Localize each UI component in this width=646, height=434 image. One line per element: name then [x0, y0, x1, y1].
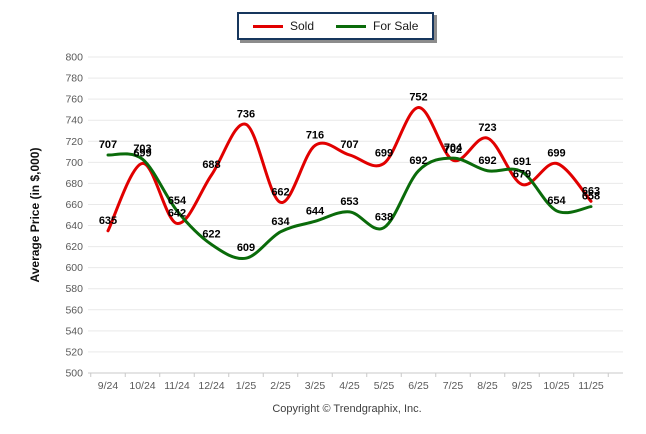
y-tick-label: 540: [65, 325, 83, 337]
y-tick-label: 500: [65, 368, 83, 380]
data-label-for-sale: 692: [409, 155, 427, 167]
data-label-sold: 642: [168, 207, 186, 219]
data-label-sold: 736: [237, 108, 255, 120]
y-tick-label: 620: [65, 241, 83, 253]
x-tick-label: 10/25: [543, 380, 569, 392]
x-tick-label: 7/25: [443, 380, 464, 392]
x-tick-label: 11/24: [164, 380, 190, 392]
legend-item-for-sale: For Sale: [336, 19, 418, 33]
x-tick-label: 6/25: [408, 380, 429, 392]
y-tick-label: 680: [65, 178, 83, 190]
data-label-for-sale: 703: [133, 143, 151, 155]
data-label-for-sale: 634: [271, 216, 290, 228]
data-label-sold: 662: [271, 186, 289, 198]
data-label-sold: 635: [99, 215, 117, 227]
data-label-for-sale: 691: [513, 156, 531, 168]
y-tick-label: 780: [65, 73, 83, 85]
data-label-sold: 663: [582, 185, 600, 197]
data-label-sold: 707: [340, 139, 358, 151]
data-label-for-sale: 654: [547, 195, 566, 207]
y-tick-label: 760: [65, 94, 83, 106]
x-tick-label: 5/25: [374, 380, 395, 392]
chart-legend: Sold For Sale: [237, 12, 435, 40]
data-label-sold: 716: [306, 129, 324, 141]
y-axis-title: Average Price (in $,000): [28, 147, 42, 283]
y-tick-label: 640: [65, 220, 83, 232]
y-tick-label: 600: [65, 262, 83, 274]
legend-label-for-sale: For Sale: [373, 19, 419, 33]
x-tick-label: 4/25: [339, 380, 360, 392]
legend-item-sold: Sold: [253, 19, 314, 33]
y-tick-label: 520: [65, 346, 83, 358]
x-tick-label: 10/24: [129, 380, 155, 392]
data-label-sold: 752: [409, 92, 427, 104]
y-tick-label: 560: [65, 304, 83, 316]
x-tick-label: 8/25: [477, 380, 498, 392]
sold-line-swatch: [253, 24, 283, 28]
data-label-for-sale: 653: [340, 196, 358, 208]
y-tick-label: 740: [65, 115, 83, 127]
data-label-for-sale: 654: [168, 195, 187, 207]
data-label-for-sale: 658: [582, 191, 600, 203]
y-tick-label: 800: [65, 52, 83, 64]
copyright-text: Copyright © Trendgraphix, Inc.: [272, 403, 422, 415]
data-label-for-sale: 644: [306, 205, 325, 217]
x-tick-label: 9/24: [98, 380, 119, 392]
data-label-sold: 702: [444, 144, 462, 156]
series-line-for-sale: [106, 152, 593, 261]
data-label-for-sale: 638: [375, 212, 393, 224]
data-label-for-sale: 622: [202, 228, 220, 240]
y-tick-label: 700: [65, 157, 83, 169]
for-sale-line-swatch: [336, 24, 367, 28]
data-label-sold: 699: [375, 147, 393, 159]
data-label-sold: 679: [513, 168, 531, 180]
data-label-sold: 723: [478, 122, 496, 134]
legend-label-sold: Sold: [290, 19, 315, 33]
x-tick-label: 2/25: [270, 380, 291, 392]
data-label-for-sale: 692: [478, 155, 496, 167]
y-tick-label: 580: [65, 283, 83, 295]
data-label-for-sale: 704: [444, 142, 463, 154]
x-tick-label: 1/25: [236, 380, 257, 392]
data-label-sold: 699: [133, 147, 151, 159]
x-tick-label: 12/24: [198, 380, 224, 392]
y-tick-label: 720: [65, 136, 83, 148]
x-tick-label: 9/25: [512, 380, 533, 392]
x-tick-label: 11/25: [578, 380, 604, 392]
data-label-for-sale: 707: [99, 139, 117, 151]
data-label-sold: 688: [202, 159, 220, 171]
series-line-sold: [106, 106, 593, 233]
x-tick-label: 3/25: [305, 380, 326, 392]
data-label-for-sale: 609: [237, 242, 255, 254]
y-tick-label: 660: [65, 199, 83, 211]
data-label-sold: 699: [547, 147, 565, 159]
